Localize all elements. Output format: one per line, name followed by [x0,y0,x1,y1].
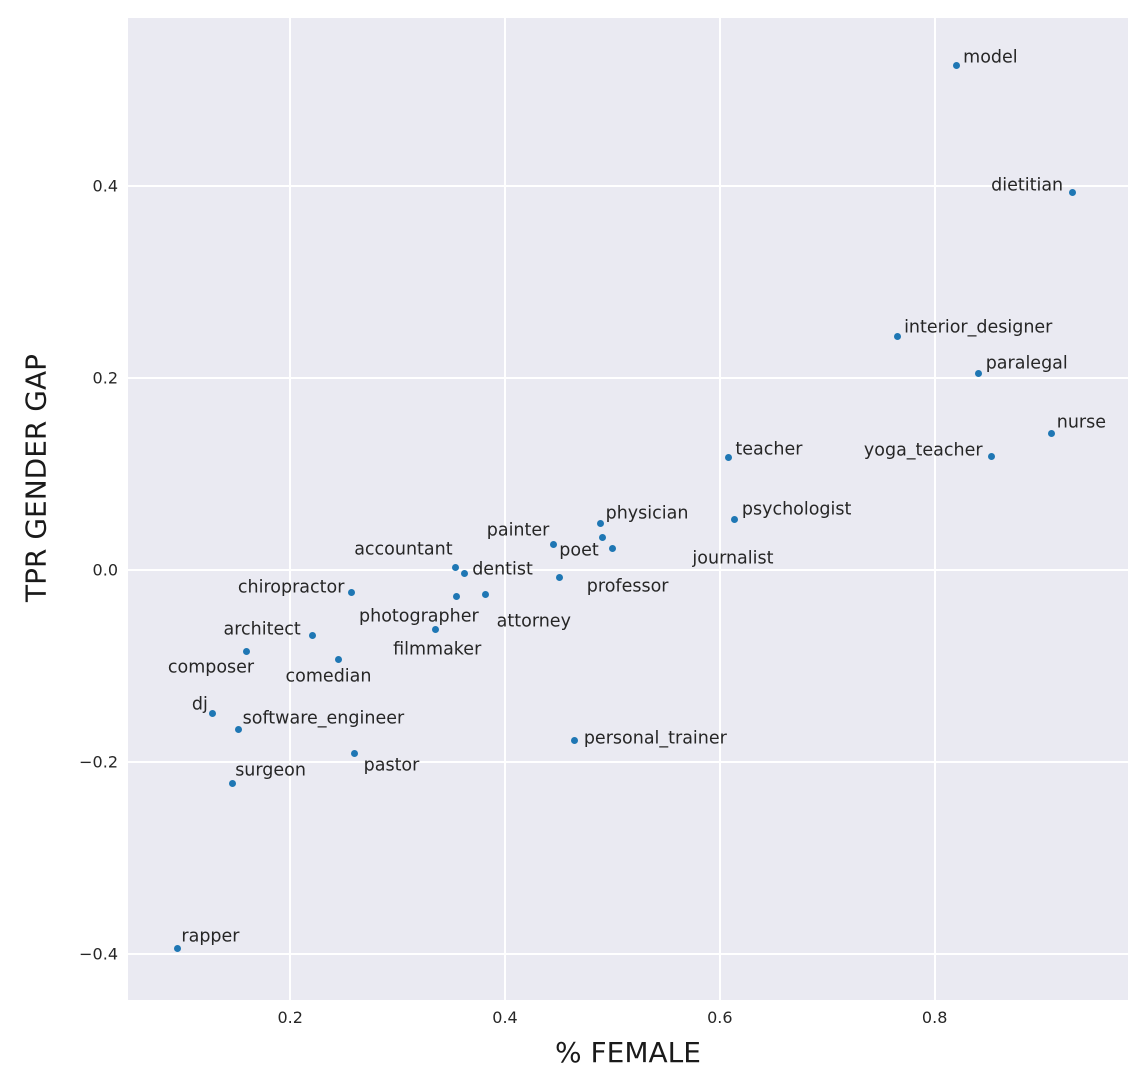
data-point-nurse [1048,430,1056,438]
data-point-rapper [173,944,181,952]
data-point-attorney [482,591,490,599]
point-label-yoga_teacher: yoga_teacher [863,440,983,461]
point-label-pastor: pastor [363,755,420,776]
y-gridline [128,376,1128,379]
x-gridline [933,18,936,1000]
point-label-rapper: rapper [181,926,240,947]
data-point-physician [597,520,605,528]
point-label-model: model [963,47,1018,68]
point-label-attorney: attorney [496,611,571,632]
point-label-paralegal: paralegal [985,353,1068,374]
data-point-teacher [724,454,732,462]
point-label-accountant: accountant [354,539,453,560]
x-gridline [504,18,506,1000]
y-axis-label: TPR GENDER GAP [19,353,53,603]
point-label-dj: dj [191,694,208,715]
data-point-pastor [351,749,359,757]
point-label-physician: physician [605,503,689,524]
point-label-software_engineer: software_engineer [242,708,405,729]
y-tick-label: 0.2 [92,368,118,388]
point-label-surgeon: surgeon [235,760,306,781]
data-point-paralegal [975,369,983,377]
y-tick-label: −0.4 [79,944,118,964]
data-point-comedian [335,655,343,663]
point-label-dietitian: dietitian [991,175,1064,196]
point-label-professor: professor [586,576,669,596]
point-label-dentist: dentist [472,559,533,580]
data-point-dj [209,710,217,718]
point-label-composer: composer [167,656,255,677]
y-tick-label: 0.4 [92,176,118,196]
data-point-painter [549,541,557,549]
data-point-poet [599,533,607,541]
data-point-software_engineer [235,725,243,733]
point-label-architect: architect [223,619,301,640]
data-point-personal_trainer [571,737,579,745]
point-label-teacher: teacher [735,439,803,460]
y-gridline [128,184,1128,187]
y-tick-label: 0.0 [92,560,118,580]
plot-area: model dietitian interior_designer paralegal… [128,18,1128,1000]
point-label-painter: painter [486,520,550,541]
data-point-dentist [460,570,468,578]
data-point-interior_designer [893,333,901,341]
point-label-nurse: nurse [1056,412,1106,433]
x-tick-label: 0.4 [492,1008,518,1027]
point-label-chiropractor: chiropractor [237,577,345,598]
point-label-interior_designer: interior_designer [904,317,1053,338]
x-tick-label: 0.2 [277,1008,303,1027]
x-tick-label: 0.8 [921,1008,948,1027]
data-point-model [952,62,960,70]
data-point-accountant [452,563,460,571]
data-point-chiropractor [347,588,355,596]
point-label-poet: poet [559,540,599,561]
data-point-professor [556,574,564,582]
data-point-journalist [608,545,616,553]
y-gridline [128,760,1128,763]
data-point-dietitian [1068,189,1076,197]
data-point-composer [242,648,250,656]
point-label-filmmaker: filmmaker [393,639,482,660]
data-point-filmmaker [431,625,439,633]
point-label-photographer: photographer [359,606,479,627]
point-label-comedian: comedian [285,666,372,687]
y-gridline [128,568,1128,571]
data-point-yoga_teacher [988,453,996,461]
data-point-architect [309,631,317,639]
point-label-personal_trainer: personal_trainer [583,728,727,749]
point-label-psychologist: psychologist [741,499,852,520]
x-tick-label: 0.6 [707,1008,733,1027]
data-point-surgeon [228,779,236,787]
x-gridline [718,18,721,1000]
y-gridline [128,952,1128,955]
x-axis-label: % FEMALE [555,1036,701,1069]
y-tick-label: −0.2 [79,752,118,772]
point-label-journalist: journalist [692,548,774,569]
x-gridline [289,18,292,1000]
data-point-psychologist [731,515,739,523]
data-point-photographer [453,593,461,601]
